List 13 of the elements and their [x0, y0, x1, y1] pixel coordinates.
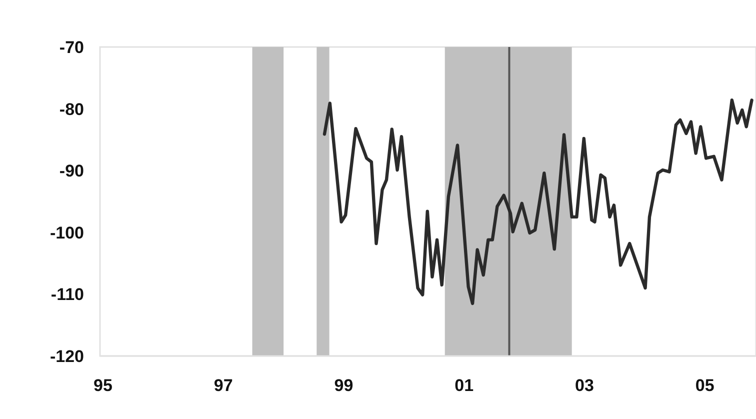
y-tick-label: -90	[59, 162, 84, 181]
line-series	[322, 98, 754, 306]
x-tick-label: 05	[695, 376, 714, 395]
y-tick-label: -80	[59, 100, 84, 119]
y-tick-label: -100	[50, 223, 84, 242]
y-tick-label: -120	[50, 346, 84, 366]
x-tick-label: 03	[575, 376, 594, 395]
y-tick-label: -110	[50, 285, 84, 304]
x-tick-label: 99	[334, 376, 354, 395]
x-tick-label: 01	[454, 376, 474, 395]
y-tick-label: -70	[59, 38, 84, 57]
x-tick-label: 95	[94, 376, 112, 395]
x-tick-label: 97	[214, 376, 233, 395]
